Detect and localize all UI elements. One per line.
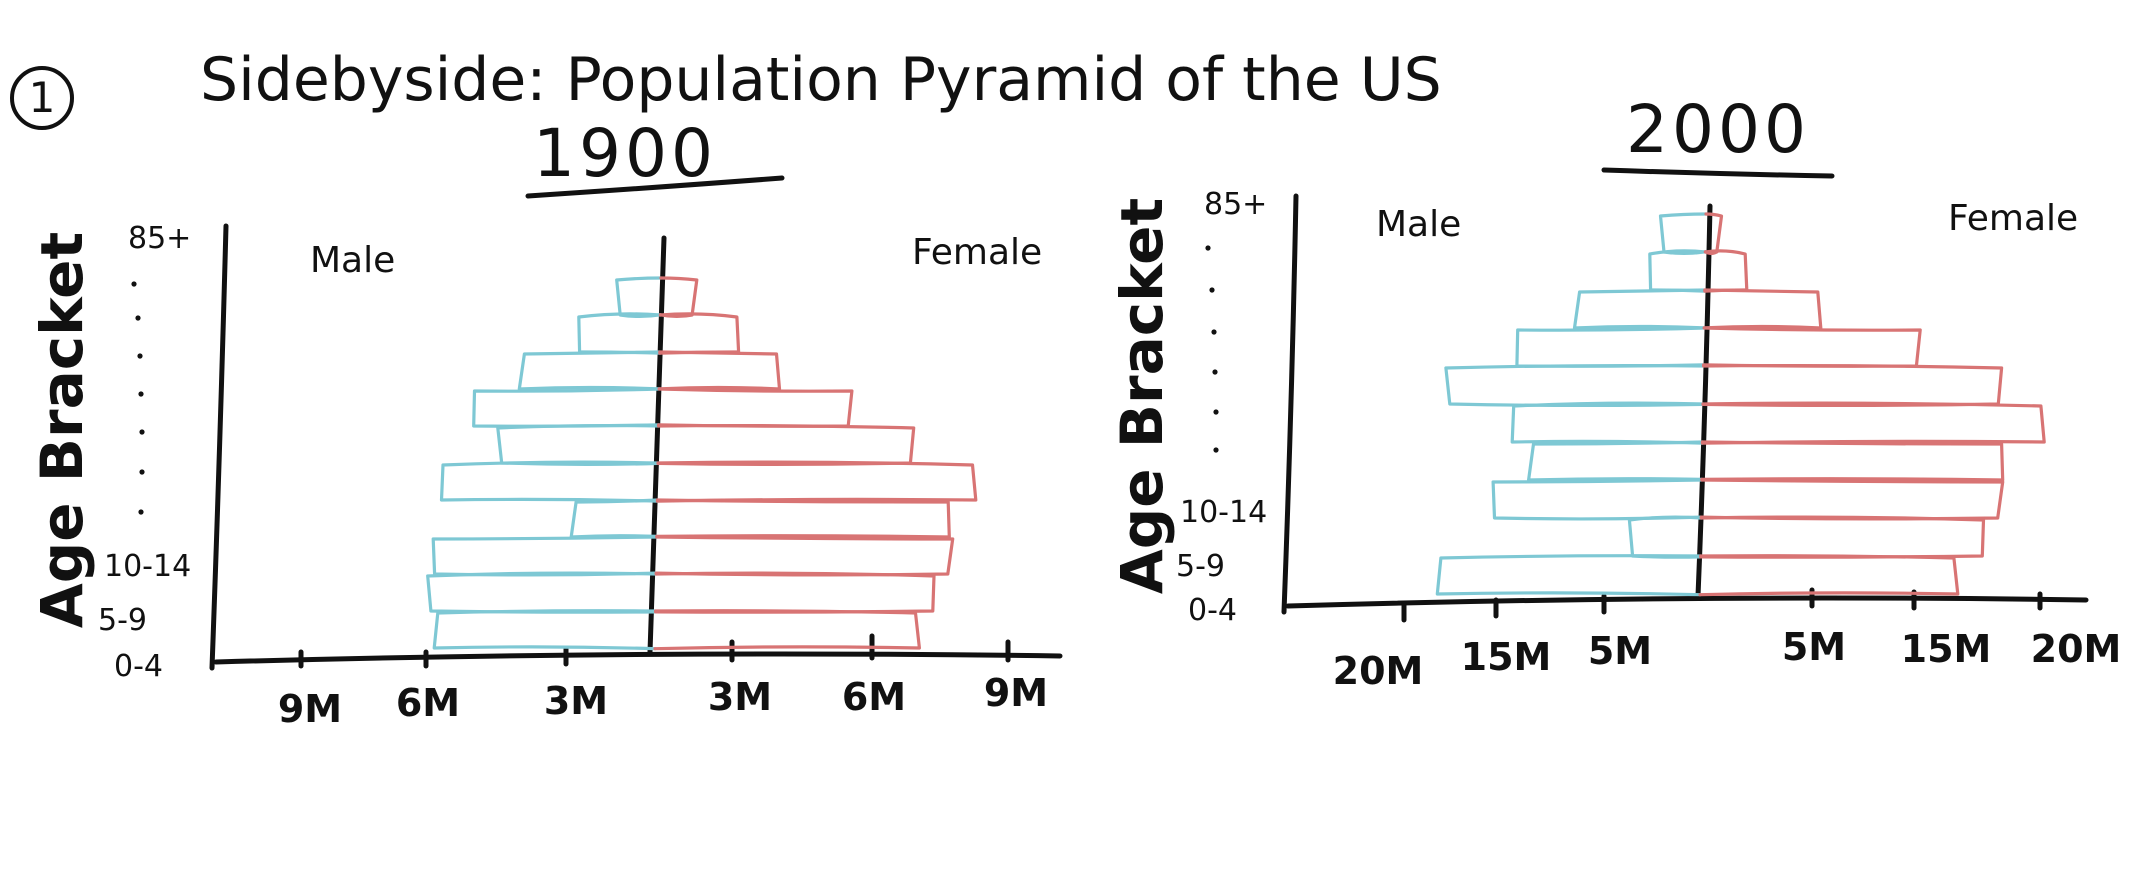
chart-1900-xtick-right-6m: 6M [842,675,906,719]
chart-2000-male-bar-2 [1491,478,1704,521]
chart-2000-male-bar-3 [1527,440,1704,482]
chart-2000-xtick-right-20m: 20M [2031,627,2122,671]
chart-2000-male-bar-1 [1627,515,1703,559]
chart-1900-male-bar-0 [432,609,658,651]
chart-2000-center-line [1695,203,1713,599]
page-number-circle [10,66,74,130]
chart-2000-xtick-left-5m: 5M [1588,629,1652,673]
chart-1900-female-bar-2 [654,535,955,577]
chart-1900-male-bar-6 [472,387,661,428]
chart-1900-y-axis [209,223,229,671]
chart-1900-x-axis [213,651,1063,665]
chart-2000-age-5-9: 5-9 [1176,549,1225,584]
chart-1900-male-bar-3 [569,498,659,539]
chart-1900-xtick-right-9m: 9M [984,671,1048,715]
chart-2000-male-bar-9 [1658,212,1708,256]
chart-2000-female-bar-9 [1703,212,1724,256]
chart-2000-male-bar-5 [1444,363,1706,408]
chart-2000-xtick-left-15m: 15M [1461,635,1552,679]
chart-1900-male-bar-8 [577,312,662,355]
chart-2000-female-bar-7 [1702,288,1823,330]
chart-2000: 2000 Age Bracket 85+ 10-14 5-9 0-4 Male … [1108,91,2121,693]
page-title: Sidebyside: Population Pyramid of the US [200,45,1442,115]
chart-1900-female-bar-3 [655,498,951,539]
chart-2000-male-bar-7 [1572,288,1707,330]
chart-1900-female-bar-7 [657,350,782,391]
chart-2000-ylabel: Age Bracket [1108,198,1176,594]
chart-1900-age-10-14: 10-14 [104,549,191,584]
chart-1900-male-bar-2 [431,535,659,577]
chart-1900-age-85plus: 85+ [128,221,191,256]
chart-1900-male-bar-5 [496,423,661,467]
chart-1900-xtick-left-6m: 6M [396,681,460,725]
chart-1900-male-label: Male [310,240,395,281]
chart-2000-title: 2000 [1626,91,1810,168]
chart-1900-male-bar-4 [439,460,660,503]
chart-2000-female-bar-0 [1698,554,1960,597]
chart-2000-y-axis [1281,193,1299,615]
chart-1900-male-bar-9 [615,276,663,319]
chart-1900-xtick-left-3m: 3M [544,679,608,723]
chart-2000-male-bar-6 [1515,326,1706,368]
chart-2000-age-85plus: 85+ [1204,187,1267,222]
chart-1900-center-line [647,235,667,655]
chart-1900-female-bar-5 [656,423,916,467]
chart-1900-age-ellipsis [131,281,145,515]
chart-1900-female-bar-0 [653,609,921,651]
chart-2000-age-ellipsis [1205,245,1219,453]
chart-2000-x-axis [1285,595,2089,609]
chart-1900-bars [426,276,978,651]
chart-2000-xtick-right-5m: 5M [1782,625,1846,669]
chart-2000-xtick-right-15m: 15M [1901,627,1992,671]
chart-2000-xtick-left-20m: 20M [1333,649,1424,693]
chart-2000-female-bar-3 [1700,440,2005,482]
chart-2000-female-bar-5 [1701,363,2004,408]
chart-2000-age-10-14: 10-14 [1180,495,1267,530]
chart-1900-male-bar-7 [517,350,662,391]
chart-1900-female-bar-4 [655,460,978,503]
chart-2000-male-label: Male [1376,204,1461,245]
chart-1900-age-5-9: 5-9 [98,603,147,638]
chart-1900-female-label: Female [912,232,1042,273]
chart-1900-female-bar-6 [657,387,854,428]
chart-1900-ylabel: Age Bracket [28,232,96,628]
chart-2000-male-bar-4 [1510,401,1705,445]
chart-2000-female-bar-6 [1702,326,1922,368]
chart-1900-male-bar-1 [426,571,658,614]
page-number: 1 [29,73,56,122]
chart-2000-male-bar-8 [1648,249,1707,293]
chart-2000-female-bar-2 [1699,478,2005,521]
chart-1900-female-bar-1 [654,571,936,614]
chart-1900-xtick-right-3m: 3M [708,675,772,719]
chart-2000-female-label: Female [1948,198,2078,239]
chart-2000-female-bar-1 [1699,515,1986,559]
chart-1900-title: 1900 [533,115,717,192]
chart-2000-female-bar-4 [1700,401,2046,445]
chart-2000-bars [1435,212,2046,597]
chart-2000-age-0-4: 0-4 [1188,593,1237,628]
chart-1900-xtick-left-9m: 9M [278,687,342,731]
chart-1900: 1900 Age Bracket 85+ 10-14 5-9 0-4 Male … [28,115,1063,731]
chart-2000-male-bar-0 [1435,554,1703,597]
chart-1900-title-underline [525,175,785,199]
chart-1900-female-bar-9 [658,276,699,319]
chart-1900-female-bar-8 [658,312,741,355]
chart-1900-age-0-4: 0-4 [114,649,163,684]
chart-2000-title-underline [1601,167,1835,179]
